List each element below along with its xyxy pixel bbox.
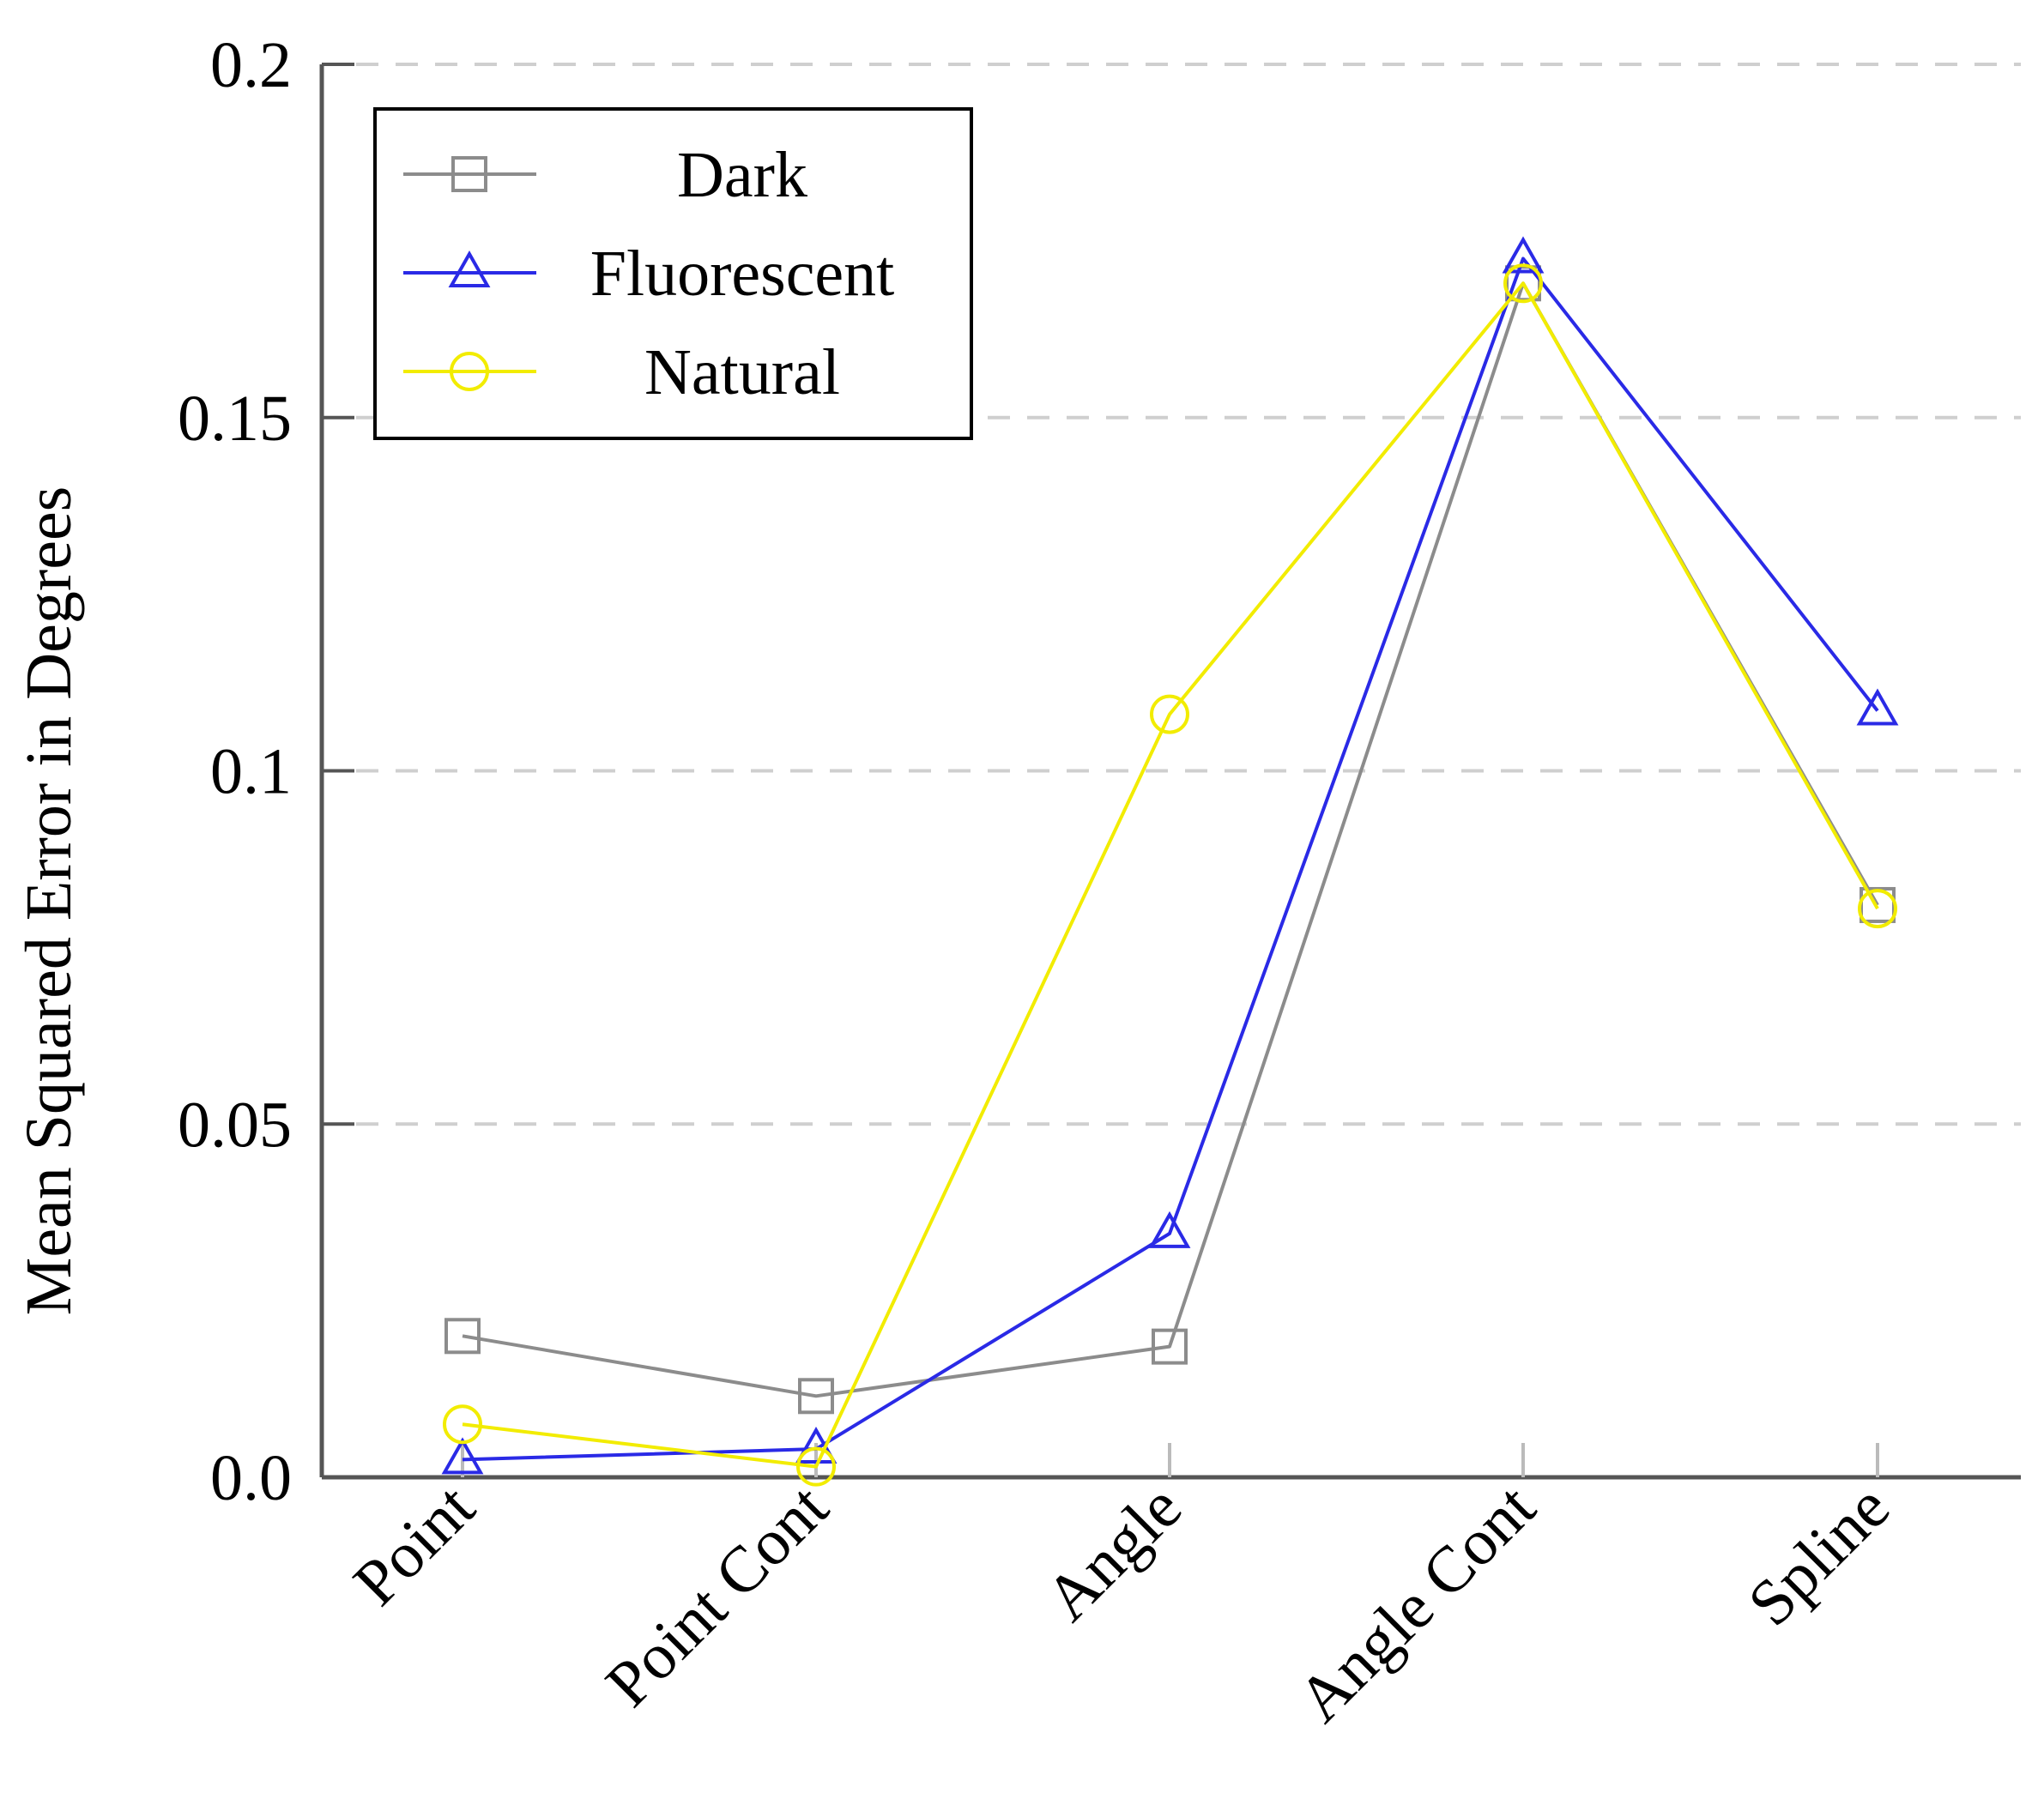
y-tick-label: 0.1 [210,736,292,808]
legend-label: Dark [677,139,807,211]
data-point [1856,688,1899,726]
legend-label: Natural [644,336,840,408]
y-tick-label: 0.15 [178,383,292,455]
legend-item-fluorescent: Fluorescent [403,238,894,310]
y-tick-label: 0.0 [210,1442,292,1514]
legend-marker [450,352,489,391]
data-point [798,1378,834,1415]
x-tick-label: Point Cont [592,1471,842,1721]
x-tick-label: Angle Cont [1284,1471,1549,1736]
data-point [1502,236,1545,274]
data-point [1148,1210,1191,1248]
y-axis-title: Mean Squared Error in Degrees [13,486,85,1316]
data-point [1858,889,1897,929]
legend-marker [451,156,487,192]
x-tick-label: Angle [1031,1471,1195,1635]
data-point [441,1437,484,1475]
legend-item-natural: Natural [403,336,840,408]
y-tick-label: 0.2 [210,29,292,101]
legend-marker [448,250,491,287]
x-tick-label: Point [340,1471,488,1620]
data-point [1150,694,1189,734]
series-group [441,236,1899,1487]
legend: Dark Fluorescent Natural [373,107,973,440]
legend-label: Fluorescent [590,238,895,310]
series-natural [443,263,1897,1487]
legend-item-dark: Dark [403,139,807,211]
data-point [444,1318,481,1355]
data-point [1503,263,1543,304]
data-point [1152,1328,1188,1365]
data-point [443,1404,482,1445]
x-tick-label: Spline [1734,1471,1903,1640]
data-point [796,1446,836,1487]
y-tick-label: 0.05 [178,1089,292,1161]
series-line [462,281,1879,1469]
